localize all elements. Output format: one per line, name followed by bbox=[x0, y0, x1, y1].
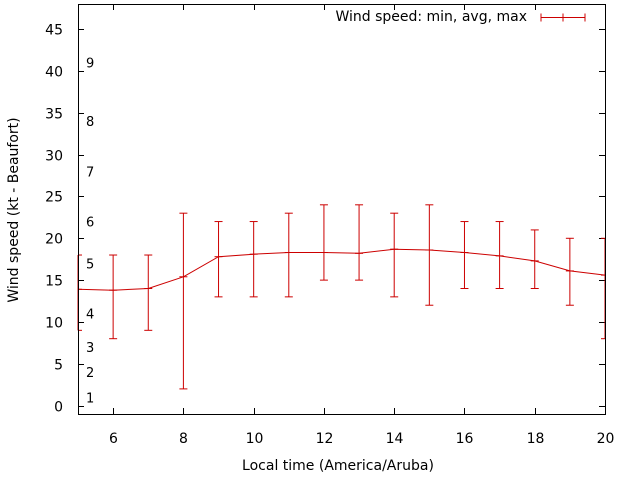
error-bar-18 bbox=[530, 229, 539, 289]
x-axis: 6 8 10 12 14 16 18 20 bbox=[109, 4, 614, 447]
y-tick-label: 20 bbox=[45, 232, 63, 248]
y-tick-label: 25 bbox=[45, 190, 63, 206]
error-bar-11 bbox=[284, 212, 293, 298]
legend: Wind speed: min, avg, max bbox=[335, 9, 586, 25]
y-tick-label: 40 bbox=[45, 65, 63, 81]
beaufort-label-5: 5 bbox=[86, 257, 94, 272]
beaufort-label-6: 6 bbox=[86, 216, 94, 231]
beaufort-label-1: 1 bbox=[86, 391, 94, 406]
beaufort-scale: 1 2 3 4 5 6 7 8 9 bbox=[86, 57, 94, 407]
error-bar-9 bbox=[214, 221, 223, 298]
legend-label: Wind speed: min, avg, max bbox=[335, 9, 527, 25]
x-tick-label: 10 bbox=[246, 431, 264, 447]
y-tick-label: 35 bbox=[45, 107, 63, 123]
beaufort-label-9: 9 bbox=[86, 57, 94, 72]
x-tick-label: 8 bbox=[179, 431, 188, 447]
x-tick-label: 18 bbox=[527, 431, 545, 447]
y-tick-label: 45 bbox=[45, 23, 63, 39]
error-bar-7 bbox=[144, 254, 153, 331]
error-bar-13 bbox=[355, 204, 364, 281]
beaufort-label-4: 4 bbox=[86, 308, 94, 323]
beaufort-label-2: 2 bbox=[86, 366, 94, 381]
y-tick-label: 0 bbox=[54, 400, 63, 416]
legend-sample bbox=[540, 13, 586, 22]
y-tick-label: 10 bbox=[45, 316, 63, 332]
x-axis-title: Local time (America/Aruba) bbox=[242, 458, 434, 474]
x-tick-label: 20 bbox=[597, 431, 615, 447]
error-bar-8 bbox=[179, 212, 188, 390]
beaufort-label-3: 3 bbox=[86, 341, 94, 356]
error-bar-14 bbox=[390, 212, 399, 298]
error-bar-12 bbox=[319, 204, 328, 281]
x-tick-label: 6 bbox=[109, 431, 118, 447]
y-tick-label: 5 bbox=[54, 358, 63, 374]
error-bar-17 bbox=[495, 221, 504, 289]
y-tick-label: 15 bbox=[45, 274, 63, 290]
x-tick-label: 12 bbox=[316, 431, 334, 447]
x-tick-label: 16 bbox=[456, 431, 474, 447]
error-bar-10 bbox=[249, 221, 258, 298]
series-layer bbox=[77, 204, 606, 390]
series-avg-line bbox=[77, 248, 606, 291]
y-axis-title: Wind speed (kt - Beaufort) bbox=[6, 117, 22, 302]
error-bar-19 bbox=[565, 237, 574, 306]
error-bar-15 bbox=[425, 204, 434, 306]
beaufort-label-8: 8 bbox=[86, 115, 94, 130]
error-bar-16 bbox=[460, 221, 469, 289]
plot-frame bbox=[78, 4, 606, 415]
error-bar-6 bbox=[109, 254, 118, 340]
y-tick-label: 30 bbox=[45, 149, 63, 165]
x-tick-label: 14 bbox=[386, 431, 404, 447]
beaufort-label-7: 7 bbox=[86, 165, 94, 180]
